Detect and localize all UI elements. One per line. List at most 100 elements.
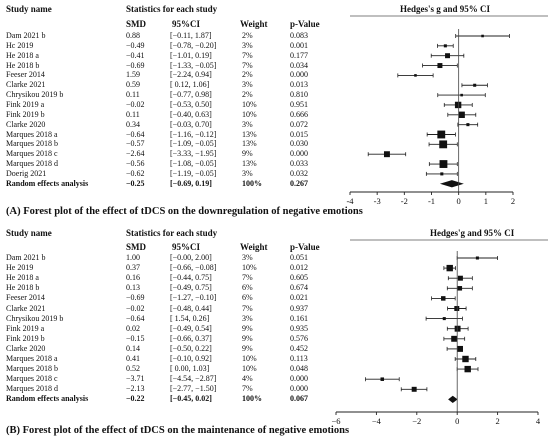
study-label: Dam 2021 b	[6, 253, 46, 262]
ci-value: [−4.54, −2.87]	[170, 374, 217, 384]
p-value: 0.951	[290, 99, 308, 109]
header-smd: SMD	[126, 242, 146, 252]
effect-marker	[473, 83, 477, 87]
smd-value: −0.62	[126, 168, 145, 178]
effect-marker	[414, 74, 417, 77]
p-value: 0.033	[290, 159, 308, 169]
summary-weight: 100%	[242, 178, 262, 188]
ci-value: [−0.78, −0.20]	[170, 40, 217, 50]
p-value: 0.083	[290, 31, 308, 40]
effect-marker	[440, 172, 444, 176]
p-value: 0.937	[290, 303, 308, 313]
p-value: 0.177	[290, 50, 308, 60]
weight-value: 7%	[242, 60, 253, 70]
ci-value: [−2.24, 0.94]	[170, 70, 212, 80]
effect-marker	[458, 111, 465, 118]
effect-marker	[454, 306, 460, 311]
p-value: 0.001	[290, 40, 308, 50]
study-label: Clarke 2020	[6, 119, 46, 129]
header-plot-title: Hedges's g and 95% CI	[400, 4, 491, 14]
p-value: 0.032	[290, 168, 308, 178]
study-label: Fink 2019 a	[6, 99, 45, 109]
x-tick-label: -3	[374, 196, 381, 206]
smd-value: 0.11	[126, 90, 140, 100]
ci-value: [−0.10, 0.92]	[170, 354, 212, 363]
weight-value: 10%	[242, 364, 257, 374]
p-value: 0.000	[290, 149, 308, 159]
study-label: Feeser 2014	[6, 293, 45, 303]
ci-value: [−2.77, −1.50]	[170, 384, 217, 394]
header-weight: Weight	[240, 242, 268, 252]
p-value: 0.021	[290, 293, 308, 303]
effect-marker	[457, 345, 463, 352]
effect-marker	[442, 317, 446, 321]
smd-value: −0.56	[126, 159, 145, 169]
smd-value: −0.02	[126, 99, 145, 109]
smd-value: −3.71	[126, 374, 145, 384]
study-label: Clarke 2020	[6, 343, 46, 353]
header-statistics: Statistics for each study	[126, 4, 218, 14]
study-label: Marques 2018 c	[6, 374, 58, 384]
study-label: Marques 2018 b	[6, 364, 58, 374]
p-value: 0.012	[290, 263, 308, 273]
smd-value: 1.59	[126, 70, 140, 80]
study-label: Chrysikou 2019 b	[6, 313, 64, 323]
effect-marker	[383, 151, 390, 158]
weight-value: 13%	[242, 129, 257, 139]
p-value: 0.605	[290, 273, 308, 283]
effect-marker	[475, 256, 479, 260]
effect-marker	[460, 93, 463, 97]
weight-value: 10%	[242, 99, 257, 109]
weight-value: 3%	[242, 119, 253, 129]
smd-value: 0.11	[126, 109, 140, 119]
weight-value: 7%	[242, 303, 253, 313]
header-ci: 95%CI	[172, 19, 201, 29]
x-tick-label: 2	[511, 196, 515, 206]
smd-value: 0.37	[126, 263, 140, 273]
weight-value: 3%	[242, 253, 253, 262]
p-value: 0.000	[290, 70, 308, 80]
study-label: Marques 2018 c	[6, 149, 58, 159]
summary-ci: [−0.69, 0.19]	[170, 178, 212, 188]
smd-value: 0.16	[126, 273, 140, 283]
header-smd: SMD	[126, 19, 146, 29]
weight-value: 9%	[242, 149, 253, 159]
x-tick-label: 0	[457, 196, 461, 206]
x-tick-label: 1	[484, 196, 488, 206]
ci-value: [−0.77, 0.98]	[170, 90, 212, 100]
smd-value: −0.15	[126, 333, 145, 343]
ci-value: [−0.40, 0.63]	[170, 109, 212, 119]
p-value: 0.576	[290, 333, 308, 343]
ci-value: [−0.66, −0.08]	[170, 263, 217, 273]
study-label: Doerig 2021	[6, 168, 47, 178]
header-statistics: Statistics for each study	[126, 228, 218, 238]
ci-value: [−0.49, 0.54]	[170, 323, 212, 333]
weight-value: 3%	[242, 168, 253, 178]
x-tick-label: −6	[331, 416, 340, 426]
effect-marker	[454, 101, 462, 109]
smd-value: 0.41	[126, 354, 140, 363]
weight-value: 4%	[242, 374, 253, 384]
weight-value: 13%	[242, 139, 257, 149]
weight-value: 6%	[242, 293, 253, 303]
p-value: 0.452	[290, 343, 308, 353]
effect-marker	[439, 160, 448, 168]
weight-value: 7%	[242, 273, 253, 283]
smd-value: −0.02	[126, 303, 145, 313]
p-value: 0.034	[290, 60, 308, 70]
weight-value: 9%	[242, 323, 253, 333]
header-study-name: Study name	[6, 4, 52, 14]
summary-ci: [−0.45, 0.02]	[170, 394, 212, 404]
x-tick-label: -1	[428, 196, 435, 206]
ci-value: [ 0.12, 1.06]	[170, 80, 210, 90]
summary-p: 0.067	[290, 394, 308, 404]
effect-marker	[462, 355, 469, 363]
ci-value: [−3.33, −1.95]	[170, 149, 217, 159]
study-label: Marques 2018 b	[6, 139, 58, 149]
effect-marker	[437, 63, 443, 69]
study-label: Marques 2018 a	[6, 129, 58, 139]
weight-value: 2%	[242, 31, 253, 40]
p-value: 0.030	[290, 139, 308, 149]
smd-value: 1.00	[126, 253, 140, 262]
smd-value: −0.49	[126, 40, 145, 50]
